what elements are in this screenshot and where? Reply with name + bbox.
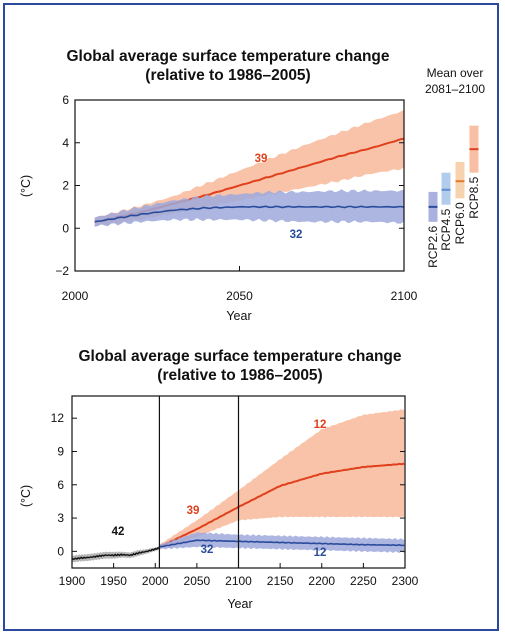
chart2-ytick-label: 9 (57, 444, 64, 458)
side-bar-label-rcp26: RCP2.6 (426, 226, 440, 268)
chart1-ytick-label: −2 (55, 264, 69, 278)
chart1-subtitle: (relative to 1986–2005) (145, 67, 310, 84)
chart2-xtick-label: 2300 (392, 574, 419, 588)
chart-bottom: Global average surface temperature chang… (19, 348, 419, 611)
chart2-xtick-label: 1900 (59, 574, 86, 588)
chart2-xtick-label: 2200 (308, 574, 335, 588)
rcp85-band (94, 109, 404, 227)
rcp26-model-count-2100: 32 (201, 544, 214, 556)
chart1-ylabel: (°C) (19, 175, 33, 197)
chart-top: Global average surface temperature chang… (19, 48, 485, 323)
chart1-xtick-label: 2000 (62, 289, 89, 303)
rcp85-model-count-2100: 39 (187, 505, 200, 517)
chart2-xtick-label: 2150 (267, 574, 294, 588)
side-bar-rcp45 (441, 172, 451, 205)
chart1-xtick-label: 2050 (226, 289, 253, 303)
chart2-ylabel: (°C) (19, 485, 33, 507)
chart1-ytick-label: 4 (62, 136, 69, 150)
side-bar-label-rcp60: RCP6.0 (453, 202, 467, 244)
chart2-xtick-label: 2000 (142, 574, 169, 588)
chart2-ytick-label: 0 (57, 544, 64, 558)
chart1-xlabel: Year (226, 309, 251, 323)
rcp85-model-count-2300: 12 (314, 419, 327, 431)
chart2-xtick-label: 2100 (225, 574, 252, 588)
historical-line (71, 547, 160, 560)
rcp85-model-count: 39 (255, 153, 268, 165)
side-panel-title-line2: 2081–2100 (425, 82, 485, 96)
chart2-xtick-label: 1950 (100, 574, 127, 588)
historical-model-count: 42 (112, 526, 125, 538)
side-bar-rcp60 (455, 161, 465, 199)
chart1-ytick-label: 6 (62, 93, 69, 107)
figure-frame (3, 3, 499, 631)
rcp85-ext-line (158, 462, 405, 548)
chart2-title: Global average surface temperature chang… (78, 348, 401, 365)
rcp26-ext-line (159, 539, 405, 548)
chart2-plot-area: 0 3 6 9 12 1900 1950 2000 2050 2100 2150 2200 2250 23… (51, 395, 419, 588)
chart2-subtitle: (relative to 1986–2005) (157, 367, 322, 384)
rcp85-ext-band (159, 409, 405, 550)
chart1-title: Global average surface temperature chang… (66, 48, 389, 65)
chart2-xtick-label: 2050 (184, 574, 211, 588)
chart2-ytick-label: 6 (57, 478, 64, 492)
chart1-ytick-label: 0 (62, 221, 69, 235)
rcp26-line (94, 205, 405, 223)
chart1-xtick-label: 2100 (391, 289, 418, 303)
chart2-xlabel: Year (227, 597, 252, 611)
side-bar-label-rcp45: RCP4.5 (439, 208, 453, 250)
chart1-plot-area: −2 0 2 4 6 2000 2050 2100 39 32 (55, 93, 417, 303)
side-bar-label-rcp85: RCP8.5 (467, 176, 481, 218)
rcp26-band (94, 189, 404, 227)
chart2-ytick-label: 12 (51, 411, 65, 425)
chart1-ytick-label: 2 (62, 179, 69, 193)
chart2-xtick-label: 2250 (350, 574, 377, 588)
side-panel-title-line1: Mean over (427, 66, 484, 80)
rcp26-model-count-2300: 12 (314, 547, 327, 559)
rcp26-model-count: 32 (290, 229, 303, 241)
chart2-ytick-label: 3 (57, 511, 64, 525)
